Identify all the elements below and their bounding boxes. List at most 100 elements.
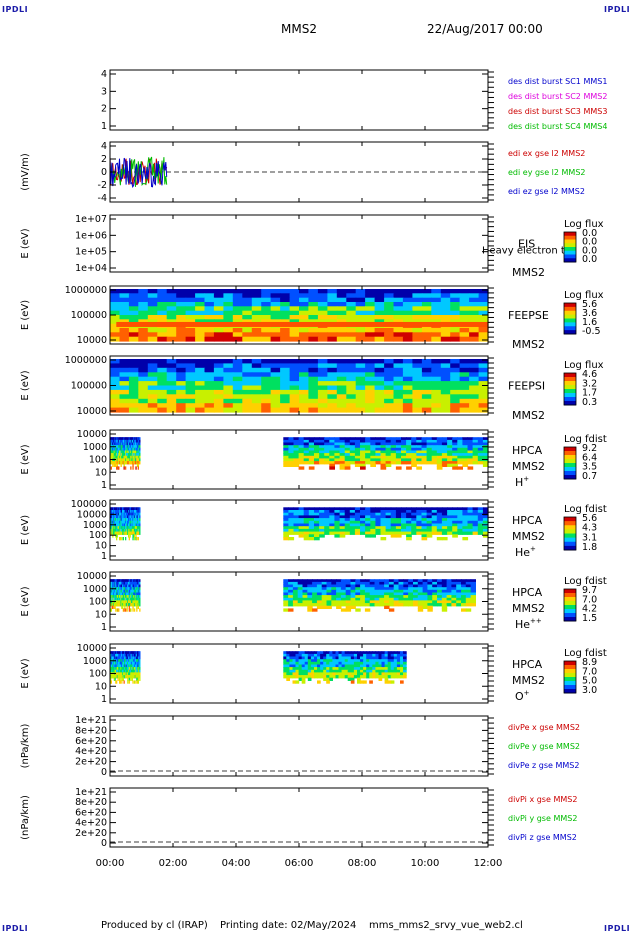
heatmap-cell <box>139 656 141 660</box>
heatmap-cell <box>125 437 127 441</box>
heatmap-cell <box>137 445 139 449</box>
heatmap-cell <box>132 603 134 607</box>
heatmap-cell <box>131 579 133 583</box>
heatmap-cell <box>384 372 395 378</box>
heatmap-cell <box>375 515 382 519</box>
heatmap-cell <box>114 461 116 465</box>
heatmap-cell <box>121 437 123 441</box>
heatmap-cell <box>125 442 127 446</box>
heatmap-cell <box>116 518 118 522</box>
heatmap-cell <box>436 512 443 516</box>
heatmap-cell <box>461 600 467 604</box>
heatmap-cell <box>166 385 177 391</box>
heatmap-cell <box>436 518 443 522</box>
heatmap-cell <box>477 442 484 446</box>
heatmap-cell <box>283 653 287 658</box>
heatmap-cell <box>283 520 289 525</box>
x-tick-label: 10:00 <box>411 858 440 869</box>
heatmap-cell <box>123 526 125 530</box>
heatmap-cell <box>398 587 404 591</box>
heatmap-cell <box>440 372 451 378</box>
heatmap-cell <box>120 439 122 444</box>
heatmap-cell <box>426 439 433 444</box>
heatmap-cell <box>422 605 428 609</box>
heatmap-cell <box>297 597 304 602</box>
heatmap-cell <box>289 372 300 378</box>
heatmap-cell <box>132 507 134 511</box>
heatmap-cell <box>360 653 364 658</box>
heatmap-cell <box>390 518 397 522</box>
heatmap-cell <box>118 510 120 514</box>
heatmap-cell <box>125 584 127 588</box>
colorbar-cell <box>564 529 576 534</box>
heatmap-cell <box>119 439 121 444</box>
heatmap-cell <box>133 600 135 604</box>
heatmap-cell <box>121 453 123 457</box>
colorbar-title: Log flux <box>564 290 604 301</box>
heatmap-cell <box>308 367 319 373</box>
heatmap-cell <box>314 458 320 462</box>
heatmap-cell <box>462 447 469 452</box>
heatmap-cell <box>431 367 442 373</box>
heatmap-cell <box>129 587 131 591</box>
heatmap-cell <box>441 515 448 519</box>
heatmap-cell <box>127 442 129 446</box>
heatmap-cell <box>421 526 428 530</box>
heatmap-cell <box>126 510 128 514</box>
heatmap-cell <box>307 653 312 658</box>
heatmap-cell <box>283 659 287 663</box>
heatmap-cell <box>431 442 438 446</box>
heatmap-cell <box>120 447 122 452</box>
heatmap-cell <box>283 450 289 454</box>
heatmap-cell <box>119 442 121 446</box>
heatmap-cell <box>124 520 126 525</box>
heatmap-cell <box>112 675 114 679</box>
heatmap-cell <box>365 376 376 382</box>
heatmap-cell <box>336 363 347 369</box>
heatmap-cell <box>310 661 315 666</box>
heatmap-cell <box>129 445 131 449</box>
heatmap-cell <box>110 461 112 465</box>
colorbar-title: Log flux <box>564 360 604 371</box>
heatmap-cell <box>185 332 196 338</box>
heatmap-cell <box>317 302 328 307</box>
spacecraft-label: MMS2 <box>512 409 545 422</box>
x-tick-label: 04:00 <box>222 858 251 869</box>
heatmap-cell <box>478 310 489 316</box>
heatmap-cell <box>110 507 112 511</box>
heatmap-cell <box>374 403 385 409</box>
heatmap-cell <box>114 603 116 607</box>
heatmap-cell <box>110 385 120 391</box>
heatmap-cell <box>111 518 113 522</box>
heatmap-cell <box>393 310 404 316</box>
heatmap-cell <box>137 661 139 666</box>
heatmap-cell <box>344 518 351 522</box>
heatmap-cell <box>402 372 413 378</box>
heatmap-cell <box>301 672 306 676</box>
heatmap-cell <box>457 531 463 535</box>
heatmap-cell <box>133 455 136 460</box>
colorbar-tick-label: 5.6 <box>582 299 597 310</box>
heatmap-cell <box>384 592 390 596</box>
heatmap-cell <box>261 376 272 382</box>
heatmap-cell <box>127 447 129 452</box>
heatmap-cell <box>307 589 313 594</box>
heatmap-cell <box>136 603 139 607</box>
heatmap-cell <box>251 293 262 299</box>
heatmap-cell <box>408 581 414 586</box>
heatmap-cell <box>126 515 128 519</box>
heatmap-cell <box>477 520 484 525</box>
heatmap-cell <box>393 293 404 299</box>
heatmap-cell <box>135 437 137 441</box>
heatmap-cell <box>467 526 474 530</box>
heatmap-cell <box>346 389 357 395</box>
heatmap-cell <box>120 528 122 533</box>
heatmap-cell <box>283 669 287 674</box>
heatmap-cell <box>350 651 355 655</box>
y-tick-label: 4 <box>101 69 107 80</box>
heatmap-cell <box>384 315 395 320</box>
heatmap-cell <box>363 675 367 679</box>
heatmap-cell <box>341 656 346 660</box>
heatmap-cell <box>110 315 120 320</box>
instrument-label: EIS <box>518 238 535 251</box>
